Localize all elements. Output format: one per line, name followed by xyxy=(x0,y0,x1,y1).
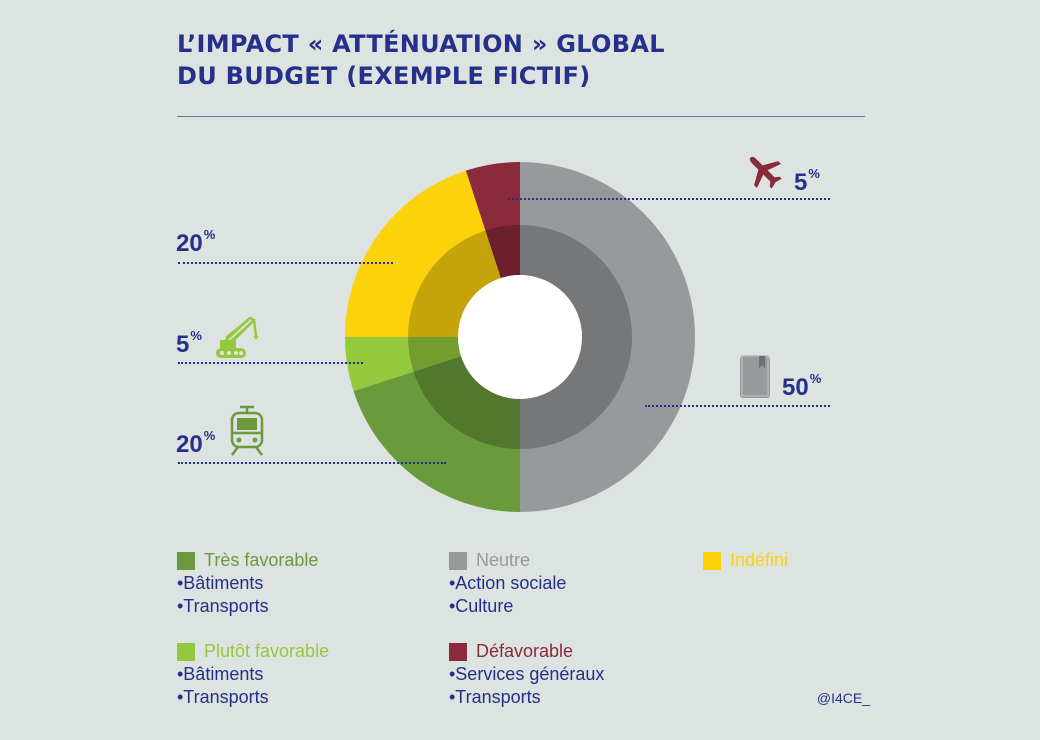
legend-label: Très favorable xyxy=(204,550,319,570)
legend-swatch xyxy=(449,642,467,661)
donut-hole xyxy=(458,275,582,399)
data-label-plutot-favorable: 5% xyxy=(176,328,202,358)
credit-handle: @I4CE_ xyxy=(816,690,870,706)
legend-item: •Action sociale xyxy=(449,573,567,593)
slice-neutre xyxy=(520,162,695,512)
legend-item: •Bâtiments xyxy=(177,664,264,684)
legend-indefini: Indéfini xyxy=(703,549,788,572)
title-line-2: DU BUDGET (EXEMPLE FICTIF) xyxy=(177,62,591,90)
tram-icon xyxy=(230,405,264,456)
title-line-1: L’IMPACT « ATTÉNUATION » GLOBAL xyxy=(177,30,665,58)
slice-d-favorable xyxy=(465,162,520,279)
leader-line-indefini xyxy=(178,262,393,264)
legend-item: •Transports xyxy=(177,596,269,616)
data-label-defavorable: 5% xyxy=(794,166,820,196)
legend-label: Neutre xyxy=(476,550,531,570)
leader-line-neutre xyxy=(645,405,830,407)
slice-inner-shade xyxy=(408,337,462,372)
data-label-neutre: 50% xyxy=(782,371,822,401)
slice-tr-s-favorable xyxy=(353,356,520,512)
legend-label: Défavorable xyxy=(476,641,574,661)
leader-line-tres-favorable xyxy=(178,462,446,464)
slice-ind-fini xyxy=(345,170,501,337)
legend-swatch xyxy=(449,551,467,570)
chart-title: L’IMPACT « ATTÉNUATION » GLOBAL DU BUDGE… xyxy=(177,28,665,92)
title-divider xyxy=(177,116,865,117)
legend-swatch xyxy=(703,551,721,570)
slice-plut-t-favorable xyxy=(345,337,462,392)
slice-inner-shade xyxy=(408,230,501,337)
slice-inner-shade xyxy=(413,356,520,449)
legend-label: Indéfini xyxy=(730,550,789,570)
legend-swatch xyxy=(177,551,195,570)
legend-plutot-favorable: Plutôt favorable •Bâtiments •Transports xyxy=(177,640,329,709)
slice-inner-shade xyxy=(485,225,520,279)
legend-item: •Transports xyxy=(177,687,269,707)
legend-item: •Transports xyxy=(449,687,541,707)
leader-line-defavorable xyxy=(508,198,830,200)
legend-item: •Bâtiments xyxy=(177,573,264,593)
book-icon xyxy=(740,355,770,398)
slice-inner-shade xyxy=(520,225,632,449)
crane-icon xyxy=(216,316,259,358)
legend-swatch xyxy=(177,642,195,661)
legend-neutre: Neutre •Action sociale •Culture xyxy=(449,549,566,618)
data-label-indefini: 20% xyxy=(176,227,216,257)
legend-defavorable: Défavorable •Services généraux •Transpor… xyxy=(449,640,604,709)
legend-tres-favorable: Très favorable •Bâtiments •Transports xyxy=(177,549,318,618)
leader-line-plutot-favorable xyxy=(178,362,363,364)
airplane-icon xyxy=(749,156,782,189)
legend-item: •Culture xyxy=(449,596,514,616)
legend-label: Plutôt favorable xyxy=(204,641,330,661)
legend-item: •Services généraux xyxy=(449,664,605,684)
data-label-tres-favorable: 20% xyxy=(176,428,216,458)
